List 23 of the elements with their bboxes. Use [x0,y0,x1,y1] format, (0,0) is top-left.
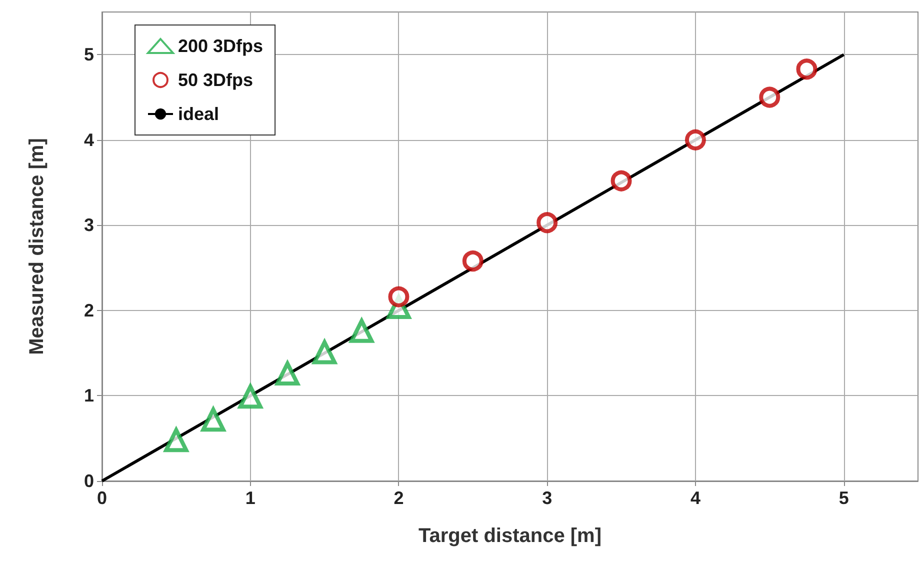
legend-label: 50 3Dfps [178,70,254,90]
legend-label: 200 3Dfps [178,36,264,56]
point [462,250,484,272]
y-tick-label: 4 [84,130,94,150]
x-tick-label: 2 [394,488,404,508]
legend-label: ideal [178,104,220,124]
x-axis-title: Target distance [m] [418,525,602,547]
x-tick-label: 1 [245,488,256,508]
point [610,170,632,192]
x-tick-label: 5 [838,488,849,508]
y-axis-title: Measured distance [m] [26,138,48,355]
point [759,86,780,108]
x-tick-label: 0 [96,488,108,508]
point [796,58,818,80]
y-tick-label: 3 [84,215,94,236]
point [536,212,558,234]
y-tick-label: 0 [84,471,94,491]
y-tick-label: 2 [84,300,94,320]
y-tick-label: 1 [84,386,94,406]
x-tick-label: 3 [542,488,552,508]
point [684,129,706,150]
y-tick-label: 5 [84,44,94,65]
x-tick-label: 4 [690,488,700,508]
